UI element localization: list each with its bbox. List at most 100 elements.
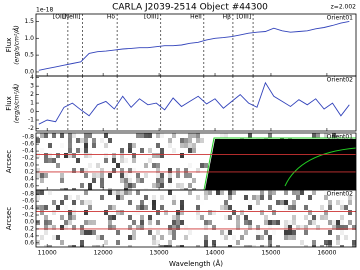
pixel [120,148,124,153]
pixel [336,133,340,138]
pixel [140,215,144,220]
pixel [84,153,88,158]
pixel [180,138,184,143]
pixel [84,230,88,235]
pixel [188,163,192,168]
pixel [160,148,164,153]
pixel [52,210,56,215]
pixel [84,138,88,143]
pixel [168,168,172,173]
pixel [240,210,244,215]
pixel [60,143,64,148]
pixel [104,158,108,163]
pixel [88,183,92,188]
pixel [76,195,80,200]
pixel [180,143,184,148]
pixel [120,153,124,158]
pixel [88,220,92,225]
pixel [292,230,296,235]
pixel [244,230,248,235]
pixel [304,215,308,220]
pixel [156,240,160,245]
pixel [152,183,156,188]
pixel [72,200,76,205]
pixel [348,220,352,225]
y-tick-label: 0.4 [24,175,34,182]
pixel [160,195,164,200]
pixel [120,158,124,163]
pixel [248,205,252,210]
pixel [96,173,100,178]
pixel [300,240,304,245]
pixel [268,245,272,247]
pixel [132,235,136,240]
pixel [112,158,116,163]
pixel [168,190,172,195]
pixel [312,245,316,247]
pixel [236,220,240,225]
pixel [260,235,264,240]
pixel [168,143,172,148]
pixel [92,138,96,143]
pixel [320,245,324,247]
pixel [92,143,96,148]
pixel [128,188,132,190]
pixel [188,138,192,143]
pixel [160,205,164,210]
pixel [124,178,128,183]
pixel [156,183,160,188]
pixel [156,153,160,158]
pixel [200,163,204,168]
pixel [256,195,260,200]
pixel [88,200,92,205]
pixel [40,178,44,183]
pixel [52,200,56,205]
panel: -2-1 01 23 4 Orient02 Flux (erg/s/cm²/Å) [5,74,357,132]
pixel [292,190,296,195]
pixel [100,183,104,188]
pixel [44,153,48,158]
pixel [352,240,356,245]
pixel [212,210,216,215]
pixel [336,240,340,245]
pixel [292,215,296,220]
pixel [204,245,208,247]
pixel [232,190,236,195]
x-tick-label: 12000 [94,250,113,257]
pixel [140,200,144,205]
pixel [196,205,200,210]
pixel [36,168,40,173]
pixel [324,240,328,245]
pixel [92,245,96,247]
title: CARLA J2039-2514 Object #44300 [112,3,268,13]
pixel [136,210,140,215]
pixel [108,173,112,178]
pixel [148,220,152,225]
pixel [172,133,176,138]
pixel [140,225,144,230]
pixel [220,133,224,138]
pixel [76,138,80,143]
y-tick-label: -2 [28,125,34,132]
pixel [252,195,256,200]
pixel [344,205,348,210]
pixel [196,245,200,247]
pixel [236,215,240,220]
pixel [184,225,188,230]
pixel [168,173,172,178]
pixel [164,210,168,215]
pixel [128,190,132,195]
pixel [324,215,328,220]
pixel [228,230,232,235]
pixel [104,210,108,215]
line-label: [OIII] [144,14,159,21]
pixel [200,215,204,220]
pixel [128,200,132,205]
pixel [148,148,152,153]
pixel [112,153,116,158]
pixel [248,220,252,225]
pixel [284,200,288,205]
x-tick-label: 16000 [317,250,336,257]
y-tick-label: 0.0 [24,68,34,75]
pixel [252,245,256,247]
